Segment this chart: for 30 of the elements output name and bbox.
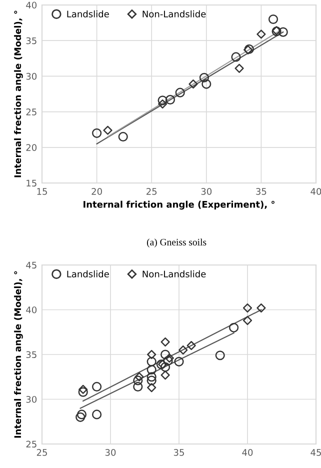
- y-tick-label: 40: [26, 2, 37, 9]
- x-tick-label: 20: [92, 188, 102, 195]
- y-tick-label: 35: [26, 37, 36, 44]
- y-tick-label: 30: [26, 396, 37, 403]
- y-tick-label: 20: [26, 144, 37, 151]
- x-tick-label: 35: [174, 449, 184, 456]
- legend-label: Landslide: [67, 270, 109, 278]
- y-tick-label: 40: [26, 306, 37, 314]
- y-axis-title: Internal frection angle (Model), °: [14, 10, 23, 178]
- y-tick-label: 25: [26, 440, 36, 448]
- x-tick-label: 30: [105, 449, 116, 456]
- x-tick-label: 30: [201, 188, 212, 195]
- legend-label: Non-Landslide: [142, 10, 206, 18]
- x-tick-label: 40: [242, 449, 253, 456]
- x-axis-title: Internal friction angle (Experiment), °: [84, 200, 274, 210]
- x-tick-label: 15: [37, 188, 47, 195]
- text: (a) Gneiss soils: [147, 238, 206, 248]
- x-tick-label: 40: [310, 188, 321, 195]
- y-tick-label: 15: [26, 180, 36, 187]
- y-tick-label: 45: [26, 262, 36, 269]
- y-tick-label: 25: [26, 108, 36, 116]
- x-tick-label: 25: [146, 188, 157, 195]
- y-tick-label: 35: [26, 351, 36, 358]
- x-tick-label: 45: [310, 449, 321, 456]
- y-tick-label: 30: [26, 72, 37, 80]
- legend-label: Landslide: [67, 10, 109, 18]
- x-tick-label: 25: [36, 449, 47, 456]
- x-tick-label: 35: [256, 188, 266, 195]
- y-axis-title: Internal frection angle (Model), °: [14, 271, 23, 438]
- legend-label: Non-Landslide: [142, 270, 206, 278]
